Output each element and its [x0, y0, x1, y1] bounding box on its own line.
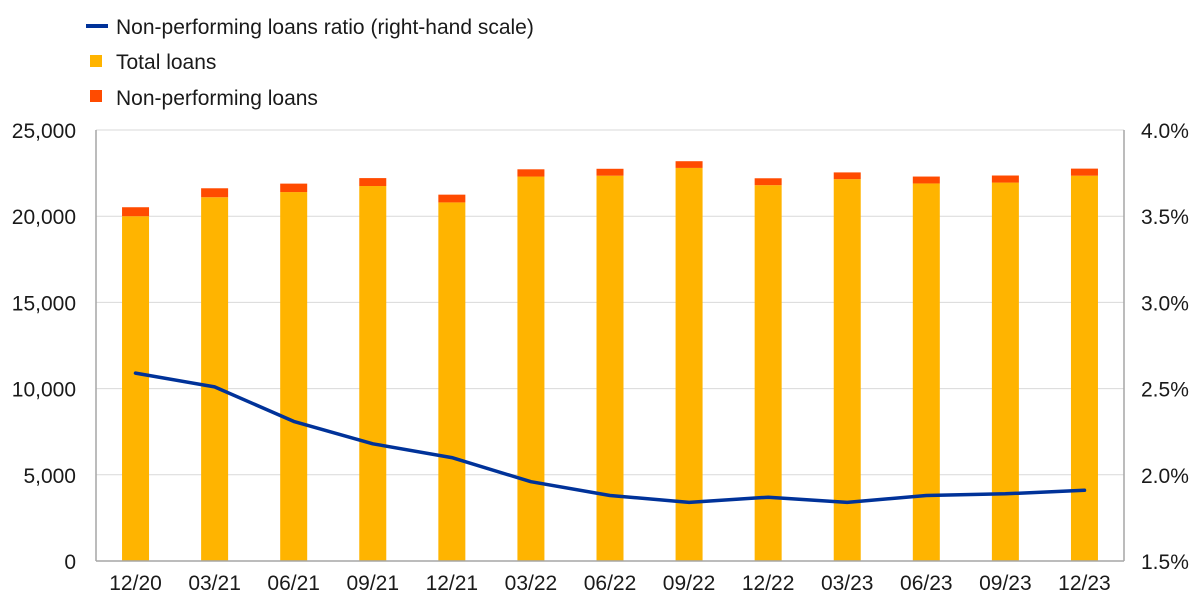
- y-left-tick-label: 25,000: [12, 120, 76, 143]
- bar-non-performing-loans: [201, 188, 229, 198]
- bar-total-loans: [438, 202, 466, 561]
- y-left-tick-label: 15,000: [12, 292, 76, 315]
- ratio-line-path: [133, 371, 1087, 505]
- x-tick-label: 12/22: [742, 572, 795, 595]
- bar-total-loans: [517, 176, 545, 561]
- legend-label-ratio: Non-performing loans ratio (right-hand s…: [116, 16, 534, 39]
- x-tick-label: 09/21: [346, 572, 399, 595]
- x-tick-label: 09/22: [663, 572, 716, 595]
- legend-swatch-total-loans: [90, 55, 102, 67]
- bar-non-performing-loans: [754, 178, 782, 186]
- bar-non-performing-loans: [517, 169, 545, 177]
- bar-total-loans: [359, 186, 387, 561]
- bar-non-performing-loans: [675, 161, 703, 168]
- x-tick-label: 03/22: [505, 572, 558, 595]
- x-tick-label: 03/23: [821, 572, 874, 595]
- ratio-line: [133, 371, 1087, 505]
- bar-non-performing-loans: [912, 176, 940, 184]
- bar-total-loans: [833, 179, 861, 561]
- x-tick-label: 06/22: [584, 572, 637, 595]
- y-left-tick-label: 20,000: [12, 206, 76, 229]
- y-right-tick-label: 4.0%: [1141, 120, 1189, 143]
- bar-total-loans: [1070, 175, 1098, 561]
- y-right-tick-label: 3.5%: [1141, 206, 1189, 229]
- x-tick-label: 06/23: [900, 572, 953, 595]
- y-axis-left-ticks: 0 5,000 10,000 15,000 20,000 25,000: [12, 120, 76, 574]
- bar-non-performing-loans: [438, 194, 466, 203]
- bar-non-performing-loans: [280, 183, 308, 193]
- y-left-tick-label: 0: [64, 551, 76, 574]
- bar-non-performing-loans: [833, 172, 861, 180]
- bar-total-loans: [201, 197, 229, 561]
- y-right-tick-label: 1.5%: [1141, 551, 1189, 574]
- bar-total-loans: [912, 183, 940, 561]
- x-tick-label: 12/21: [426, 572, 479, 595]
- bars: [122, 161, 1098, 562]
- y-right-tick-label: 2.5%: [1141, 379, 1189, 402]
- bar-non-performing-loans: [596, 168, 624, 176]
- legend-swatch-npl: [90, 90, 102, 102]
- y-axis-right-ticks: 1.5% 2.0% 2.5% 3.0% 3.5% 4.0%: [1141, 120, 1189, 574]
- legend-label-npl: Non-performing loans: [116, 87, 318, 110]
- bar-non-performing-loans: [991, 175, 1019, 183]
- x-tick-label: 03/21: [188, 572, 241, 595]
- x-axis-ticks: 12/20 03/21 06/21 09/21 12/21 03/22 06/22 09/22…: [109, 572, 1110, 595]
- y-left-tick-label: 5,000: [23, 465, 76, 488]
- bar-total-loans: [122, 216, 150, 561]
- y-left-tick-label: 10,000: [12, 379, 76, 402]
- bar-non-performing-loans: [122, 207, 150, 217]
- y-right-tick-label: 2.0%: [1141, 465, 1189, 488]
- bar-total-loans: [675, 167, 703, 562]
- x-tick-label: 12/23: [1058, 572, 1111, 595]
- bar-total-loans: [280, 192, 308, 561]
- axes: [95, 130, 1125, 562]
- bar-total-loans: [596, 175, 624, 561]
- bar-total-loans: [991, 182, 1019, 561]
- y-right-tick-label: 3.0%: [1141, 292, 1189, 315]
- legend-label-total-loans: Total loans: [116, 51, 216, 74]
- bar-total-loans: [754, 185, 782, 561]
- bar-non-performing-loans: [359, 178, 387, 187]
- x-tick-label: 12/20: [109, 572, 162, 595]
- x-tick-label: 06/21: [267, 572, 320, 595]
- x-tick-label: 09/23: [979, 572, 1032, 595]
- legend: Non-performing loans ratio (right-hand s…: [86, 16, 534, 110]
- bar-non-performing-loans: [1070, 168, 1098, 176]
